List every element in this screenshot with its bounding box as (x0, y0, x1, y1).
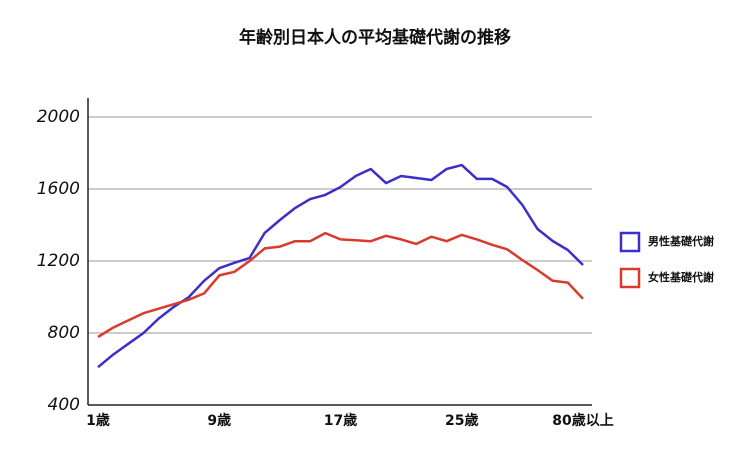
x-tick-label: 80歳以上 (552, 412, 613, 429)
y-tick-label: 400 (48, 395, 80, 415)
y-tick-label: 800 (48, 323, 80, 343)
x-tick-label: 1歳 (86, 412, 110, 429)
x-tick-label: 9歳 (207, 412, 231, 429)
legend-swatch (619, 267, 641, 289)
x-tick-label: 25歳 (445, 412, 478, 429)
chart-title: 年齢別日本人の平均基礎代謝の推移 (239, 27, 511, 48)
legend-swatch (619, 231, 641, 253)
y-tick-label: 1600 (37, 179, 80, 199)
y-tick-label: 2000 (37, 107, 80, 127)
legend-label: 男性基礎代謝 (648, 234, 714, 248)
line-series (97, 231, 584, 339)
y-tick-label: 1200 (37, 251, 80, 271)
x-tick-label: 17歳 (324, 412, 357, 429)
legend-label: 女性基礎代謝 (648, 270, 714, 284)
